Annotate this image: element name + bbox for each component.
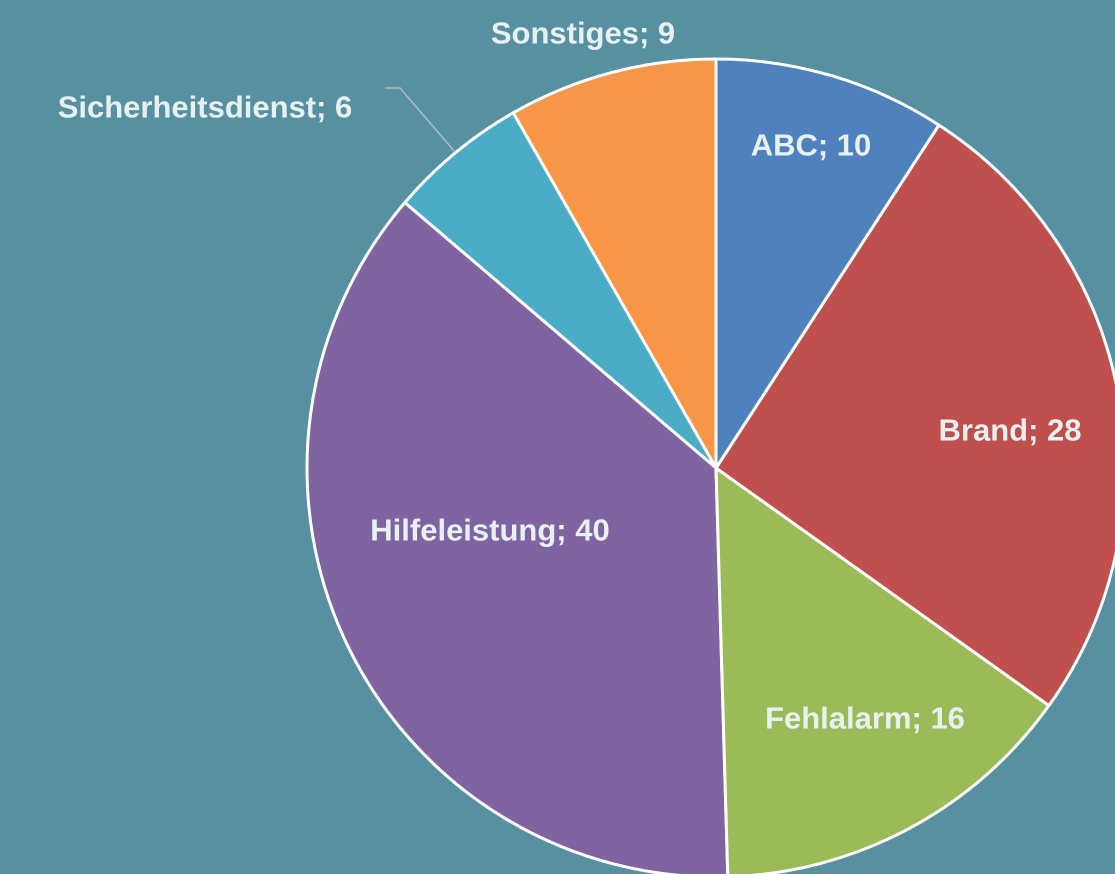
data-label: Sicherheitsdienst; 6 <box>57 89 353 125</box>
data-label: Sonstiges; 9 <box>490 15 676 51</box>
data-label: Hilfeleistung; 40 <box>370 512 610 548</box>
pie-slice <box>714 57 941 470</box>
pie-slice <box>511 57 718 470</box>
leader-line <box>385 87 456 153</box>
pie-slice <box>403 111 718 470</box>
pie-slice <box>305 201 730 874</box>
data-label: Fehlalarm; 16 <box>765 700 965 736</box>
pie-slice <box>714 123 1115 708</box>
data-label: Brand; 28 <box>938 412 1082 448</box>
data-label: ABC; 10 <box>750 127 872 163</box>
